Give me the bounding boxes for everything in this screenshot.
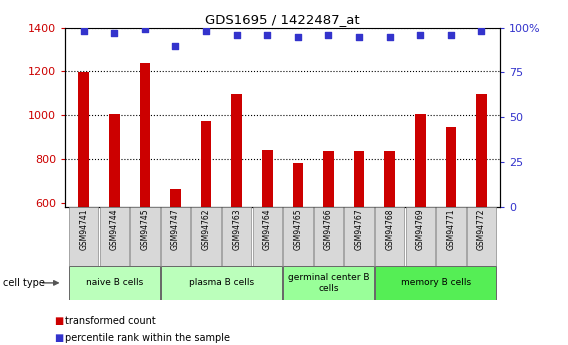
Text: GSM94765: GSM94765 bbox=[294, 209, 302, 250]
Point bbox=[385, 34, 394, 39]
Bar bbox=[231, 94, 242, 207]
Bar bbox=[99, 207, 129, 266]
Bar bbox=[467, 207, 496, 266]
Point bbox=[477, 28, 486, 34]
Text: GSM94741: GSM94741 bbox=[79, 209, 88, 250]
Point bbox=[140, 27, 149, 32]
Text: memory B cells: memory B cells bbox=[400, 278, 471, 287]
Bar bbox=[323, 151, 334, 207]
Bar bbox=[170, 189, 181, 207]
Text: germinal center B
cells: germinal center B cells bbox=[288, 273, 369, 293]
Bar bbox=[201, 121, 211, 207]
Point bbox=[293, 34, 302, 39]
Bar bbox=[354, 150, 365, 207]
Point bbox=[110, 30, 119, 36]
Point bbox=[202, 28, 211, 34]
Point bbox=[446, 32, 456, 38]
Bar bbox=[191, 207, 221, 266]
Bar bbox=[445, 127, 456, 207]
Bar bbox=[344, 207, 374, 266]
Point bbox=[79, 28, 88, 34]
Text: naive B cells: naive B cells bbox=[86, 278, 143, 287]
Text: cell type: cell type bbox=[3, 278, 45, 288]
Bar bbox=[78, 72, 89, 207]
Text: GSM94771: GSM94771 bbox=[446, 209, 456, 250]
Bar bbox=[283, 207, 312, 266]
Bar bbox=[69, 266, 160, 300]
Bar bbox=[385, 151, 395, 207]
Bar bbox=[161, 207, 190, 266]
Text: GSM94747: GSM94747 bbox=[171, 209, 180, 250]
Bar bbox=[262, 150, 273, 207]
Text: GSM94769: GSM94769 bbox=[416, 209, 425, 250]
Bar bbox=[375, 207, 404, 266]
Text: GSM94767: GSM94767 bbox=[354, 209, 364, 250]
Point bbox=[263, 32, 272, 38]
Text: GSM94768: GSM94768 bbox=[385, 209, 394, 250]
Point bbox=[416, 32, 425, 38]
Bar bbox=[109, 114, 120, 207]
Bar bbox=[283, 266, 374, 300]
Bar bbox=[69, 207, 98, 266]
Text: GSM94772: GSM94772 bbox=[477, 209, 486, 250]
Bar bbox=[375, 266, 496, 300]
Bar bbox=[314, 207, 343, 266]
Bar bbox=[140, 62, 150, 207]
Text: GSM94745: GSM94745 bbox=[140, 209, 149, 250]
Text: GSM94766: GSM94766 bbox=[324, 209, 333, 250]
Point bbox=[171, 43, 180, 48]
Text: plasma B cells: plasma B cells bbox=[189, 278, 254, 287]
Point bbox=[354, 34, 364, 39]
Text: ■: ■ bbox=[54, 333, 63, 343]
Text: transformed count: transformed count bbox=[65, 316, 156, 326]
Bar bbox=[406, 207, 435, 266]
Bar bbox=[253, 207, 282, 266]
Point bbox=[232, 32, 241, 38]
Bar bbox=[436, 207, 466, 266]
Bar bbox=[222, 207, 252, 266]
Bar bbox=[293, 163, 303, 207]
Point bbox=[324, 32, 333, 38]
Text: ■: ■ bbox=[54, 316, 63, 326]
Text: GSM94764: GSM94764 bbox=[263, 209, 272, 250]
Text: GSM94744: GSM94744 bbox=[110, 209, 119, 250]
Text: GSM94763: GSM94763 bbox=[232, 209, 241, 250]
Bar bbox=[476, 94, 487, 207]
Bar bbox=[130, 207, 160, 266]
Text: GSM94762: GSM94762 bbox=[202, 209, 211, 250]
Bar bbox=[161, 266, 282, 300]
Text: percentile rank within the sample: percentile rank within the sample bbox=[65, 333, 230, 343]
Bar bbox=[415, 114, 425, 207]
Title: GDS1695 / 1422487_at: GDS1695 / 1422487_at bbox=[205, 13, 360, 27]
